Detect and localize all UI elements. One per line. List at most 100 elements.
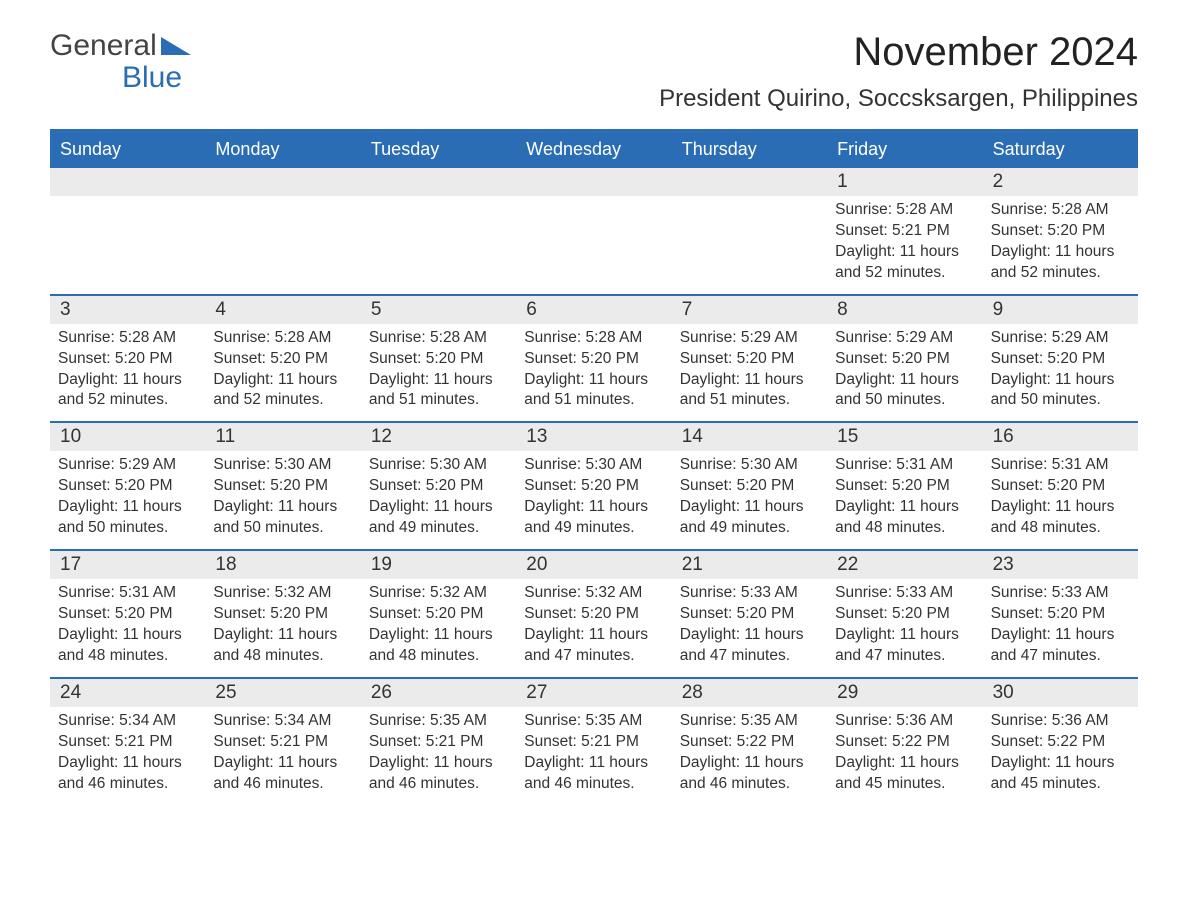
day-sunrise: Sunrise: 5:36 AM — [835, 711, 972, 732]
logo-triangle-icon — [161, 37, 191, 55]
day-daylight1: Daylight: 11 hours — [991, 497, 1128, 518]
day-cell: 30Sunrise: 5:36 AMSunset: 5:22 PMDayligh… — [983, 679, 1138, 805]
day-daylight2: and 47 minutes. — [524, 646, 661, 667]
day-daylight1: Daylight: 11 hours — [680, 625, 817, 646]
day-sunset: Sunset: 5:20 PM — [524, 604, 661, 625]
day-body: Sunrise: 5:36 AMSunset: 5:22 PMDaylight:… — [827, 707, 982, 805]
day-daylight1: Daylight: 11 hours — [369, 625, 506, 646]
day-sunrise: Sunrise: 5:33 AM — [835, 583, 972, 604]
day-number: 12 — [361, 423, 516, 451]
day-body: Sunrise: 5:32 AMSunset: 5:20 PMDaylight:… — [205, 579, 360, 677]
day-cell: 20Sunrise: 5:32 AMSunset: 5:20 PMDayligh… — [516, 551, 671, 677]
day-daylight2: and 46 minutes. — [524, 774, 661, 795]
day-daylight1: Daylight: 11 hours — [835, 370, 972, 391]
day-sunset: Sunset: 5:21 PM — [213, 732, 350, 753]
day-body: Sunrise: 5:28 AMSunset: 5:20 PMDaylight:… — [983, 196, 1138, 294]
day-sunset: Sunset: 5:21 PM — [524, 732, 661, 753]
day-body: Sunrise: 5:30 AMSunset: 5:20 PMDaylight:… — [672, 451, 827, 549]
day-daylight1: Daylight: 11 hours — [369, 753, 506, 774]
month-title: November 2024 — [659, 30, 1138, 75]
day-cell: 1Sunrise: 5:28 AMSunset: 5:21 PMDaylight… — [827, 168, 982, 294]
day-daylight2: and 49 minutes. — [524, 518, 661, 539]
day-daylight1: Daylight: 11 hours — [835, 497, 972, 518]
day-daylight2: and 52 minutes. — [58, 390, 195, 411]
day-sunset: Sunset: 5:22 PM — [991, 732, 1128, 753]
day-daylight1: Daylight: 11 hours — [991, 370, 1128, 391]
day-number: 16 — [983, 423, 1138, 451]
day-sunrise: Sunrise: 5:30 AM — [680, 455, 817, 476]
weekday-sunday: Sunday — [50, 131, 205, 168]
day-body: Sunrise: 5:28 AMSunset: 5:20 PMDaylight:… — [205, 324, 360, 422]
day-number: 14 — [672, 423, 827, 451]
day-sunset: Sunset: 5:20 PM — [680, 476, 817, 497]
day-daylight1: Daylight: 11 hours — [524, 753, 661, 774]
title-block: November 2024 President Quirino, Soccsks… — [659, 30, 1138, 113]
day-number: 7 — [672, 296, 827, 324]
logo-word-blue: Blue — [122, 62, 191, 94]
day-daylight2: and 45 minutes. — [991, 774, 1128, 795]
day-sunset: Sunset: 5:20 PM — [213, 349, 350, 370]
day-sunset: Sunset: 5:21 PM — [369, 732, 506, 753]
week-row: 3Sunrise: 5:28 AMSunset: 5:20 PMDaylight… — [50, 294, 1138, 422]
day-sunset: Sunset: 5:20 PM — [58, 349, 195, 370]
day-body: Sunrise: 5:33 AMSunset: 5:20 PMDaylight:… — [983, 579, 1138, 677]
day-cell: 15Sunrise: 5:31 AMSunset: 5:20 PMDayligh… — [827, 423, 982, 549]
empty-day-bar — [205, 168, 360, 196]
day-sunset: Sunset: 5:20 PM — [991, 349, 1128, 370]
calendar: Sunday Monday Tuesday Wednesday Thursday… — [50, 129, 1138, 804]
header: General Blue November 2024 President Qui… — [50, 30, 1138, 113]
day-number: 24 — [50, 679, 205, 707]
day-sunrise: Sunrise: 5:34 AM — [58, 711, 195, 732]
day-daylight1: Daylight: 11 hours — [58, 370, 195, 391]
day-daylight1: Daylight: 11 hours — [369, 370, 506, 391]
day-number: 8 — [827, 296, 982, 324]
day-cell: 14Sunrise: 5:30 AMSunset: 5:20 PMDayligh… — [672, 423, 827, 549]
day-cell — [205, 168, 360, 294]
day-cell: 25Sunrise: 5:34 AMSunset: 5:21 PMDayligh… — [205, 679, 360, 805]
day-daylight2: and 52 minutes. — [991, 263, 1128, 284]
week-row: 17Sunrise: 5:31 AMSunset: 5:20 PMDayligh… — [50, 549, 1138, 677]
day-daylight1: Daylight: 11 hours — [524, 370, 661, 391]
day-sunset: Sunset: 5:20 PM — [835, 476, 972, 497]
day-daylight1: Daylight: 11 hours — [680, 370, 817, 391]
day-sunset: Sunset: 5:20 PM — [58, 476, 195, 497]
day-cell: 13Sunrise: 5:30 AMSunset: 5:20 PMDayligh… — [516, 423, 671, 549]
day-cell: 12Sunrise: 5:30 AMSunset: 5:20 PMDayligh… — [361, 423, 516, 549]
day-daylight1: Daylight: 11 hours — [213, 625, 350, 646]
day-daylight2: and 48 minutes. — [213, 646, 350, 667]
day-sunset: Sunset: 5:21 PM — [835, 221, 972, 242]
day-cell: 29Sunrise: 5:36 AMSunset: 5:22 PMDayligh… — [827, 679, 982, 805]
day-body: Sunrise: 5:32 AMSunset: 5:20 PMDaylight:… — [361, 579, 516, 677]
weekday-tuesday: Tuesday — [361, 131, 516, 168]
day-sunrise: Sunrise: 5:28 AM — [835, 200, 972, 221]
day-daylight2: and 48 minutes. — [835, 518, 972, 539]
day-number: 15 — [827, 423, 982, 451]
day-body: Sunrise: 5:30 AMSunset: 5:20 PMDaylight:… — [516, 451, 671, 549]
day-daylight2: and 46 minutes. — [369, 774, 506, 795]
day-number: 21 — [672, 551, 827, 579]
day-body: Sunrise: 5:33 AMSunset: 5:20 PMDaylight:… — [672, 579, 827, 677]
weekday-monday: Monday — [205, 131, 360, 168]
day-daylight1: Daylight: 11 hours — [58, 625, 195, 646]
day-number: 17 — [50, 551, 205, 579]
day-daylight1: Daylight: 11 hours — [369, 497, 506, 518]
day-cell — [361, 168, 516, 294]
day-cell: 19Sunrise: 5:32 AMSunset: 5:20 PMDayligh… — [361, 551, 516, 677]
day-sunrise: Sunrise: 5:36 AM — [991, 711, 1128, 732]
day-daylight1: Daylight: 11 hours — [524, 625, 661, 646]
day-cell: 4Sunrise: 5:28 AMSunset: 5:20 PMDaylight… — [205, 296, 360, 422]
day-daylight2: and 49 minutes. — [680, 518, 817, 539]
day-sunrise: Sunrise: 5:34 AM — [213, 711, 350, 732]
day-cell: 26Sunrise: 5:35 AMSunset: 5:21 PMDayligh… — [361, 679, 516, 805]
day-cell: 16Sunrise: 5:31 AMSunset: 5:20 PMDayligh… — [983, 423, 1138, 549]
day-sunrise: Sunrise: 5:28 AM — [991, 200, 1128, 221]
day-body: Sunrise: 5:33 AMSunset: 5:20 PMDaylight:… — [827, 579, 982, 677]
day-body: Sunrise: 5:34 AMSunset: 5:21 PMDaylight:… — [205, 707, 360, 805]
week-row: 10Sunrise: 5:29 AMSunset: 5:20 PMDayligh… — [50, 421, 1138, 549]
day-sunset: Sunset: 5:20 PM — [524, 349, 661, 370]
day-cell: 21Sunrise: 5:33 AMSunset: 5:20 PMDayligh… — [672, 551, 827, 677]
day-number: 9 — [983, 296, 1138, 324]
day-number: 27 — [516, 679, 671, 707]
day-body: Sunrise: 5:31 AMSunset: 5:20 PMDaylight:… — [827, 451, 982, 549]
day-cell: 28Sunrise: 5:35 AMSunset: 5:22 PMDayligh… — [672, 679, 827, 805]
